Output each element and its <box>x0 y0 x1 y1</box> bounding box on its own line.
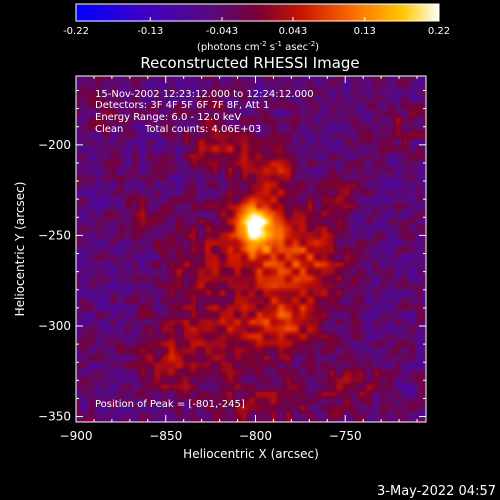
colorbar-units: (photons cm-2 s-1 asec-2) <box>197 40 319 53</box>
y-tick-label: −250 <box>38 228 71 242</box>
x-tick-label: −850 <box>149 429 182 443</box>
plot-frame <box>75 75 427 423</box>
colorbar-frame <box>75 3 440 22</box>
colorbar-tick-label: 0.22 <box>428 26 450 37</box>
y-tick-label: −200 <box>38 138 71 152</box>
annotation-time-range: 15-Nov-2002 12:23:12.000 to 12:24:12.000 <box>95 89 314 100</box>
colorbar-tick-label: -0.22 <box>63 26 89 37</box>
annotation-algorithm: Clean <box>95 124 123 135</box>
colorbar-tick-label: -0.13 <box>137 26 163 37</box>
x-tick-label: −900 <box>60 429 93 443</box>
colorbar: -0.22 -0.13 -0.043 0.043 0.13 0.22 (photons c… <box>63 3 450 53</box>
colorbar-tick-label: 0.13 <box>354 26 376 37</box>
colorbar-gradient <box>76 4 439 21</box>
annotation-detectors: Detectors: 3F 4F 5F 6F 7F 8F, Att 1 <box>95 100 269 111</box>
chart-title: Reconstructed RHESSI Image <box>140 54 359 72</box>
axis-ticks: −900 −850 −800 −750 −350 −300 −250 −200 <box>38 76 426 443</box>
x-tick-label: −750 <box>329 429 362 443</box>
plot-area: −900 −850 −800 −750 −350 −300 −250 −200 <box>38 75 427 443</box>
annotation-peak-position: Position of Peak = [-801,-245] <box>95 399 245 410</box>
annotation-energy-range: Energy Range: 6.0 - 12.0 keV <box>95 112 241 123</box>
colorbar-tick-label: 0.043 <box>279 26 308 37</box>
heatmap-image <box>76 76 426 422</box>
annotation-total-counts: Total counts: 4.06E+03 <box>144 124 261 135</box>
colorbar-tick-label: -0.043 <box>206 26 238 37</box>
footer-timestamp: 3-May-2022 04:57 <box>377 484 496 499</box>
annotation-block: 15-Nov-2002 12:23:12.000 to 12:24:12.000… <box>95 89 314 410</box>
y-tick-label: −300 <box>38 319 71 333</box>
x-axis-label: Heliocentric X (arcsec) <box>183 447 319 461</box>
x-tick-label: −800 <box>239 429 272 443</box>
y-axis-label: Heliocentric Y (arcsec) <box>13 182 27 317</box>
colorbar-ticks: -0.22 -0.13 -0.043 0.043 0.13 0.22 <box>63 17 450 37</box>
y-tick-label: −350 <box>38 410 71 424</box>
